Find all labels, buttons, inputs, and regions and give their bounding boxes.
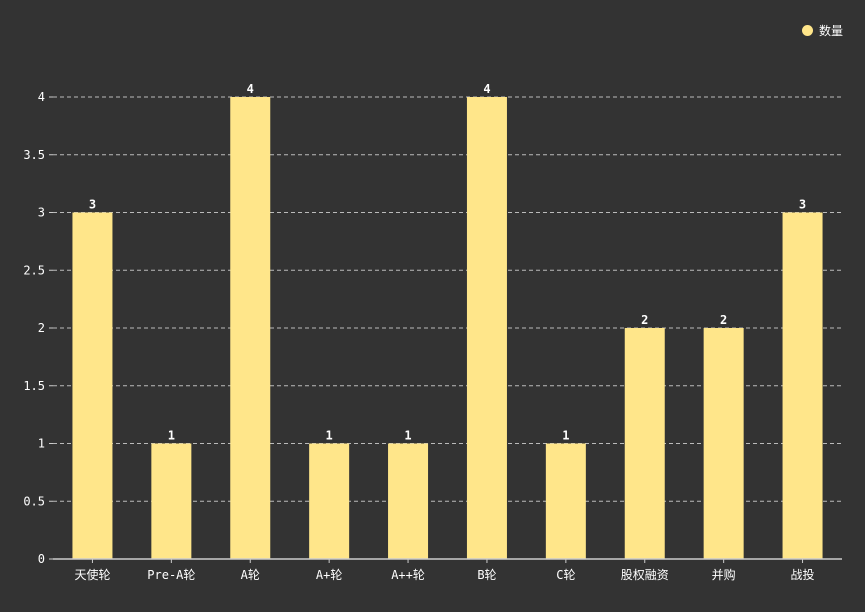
y-tick-label: 0.5	[23, 494, 45, 508]
x-tick-label: 天使轮	[74, 567, 110, 582]
y-tick-label: 1.5	[23, 379, 45, 393]
bar[interactable]	[624, 328, 665, 559]
bar-value-label: 2	[720, 313, 727, 327]
y-tick-label: 1	[38, 437, 45, 451]
x-tick-label: A++轮	[391, 568, 425, 582]
data-labels: 3 1 4 1 1 4 1 2 2 3	[89, 82, 806, 443]
bar-value-label: 1	[404, 429, 411, 443]
bar[interactable]	[782, 212, 823, 560]
y-tick-label: 0	[38, 552, 45, 566]
y-tick-label: 2.5	[23, 263, 45, 277]
bar-value-label: 1	[562, 429, 569, 443]
axes: 0 0.5 1 1.5 2 2.5 3 3.5 4 天使轮 Pre-A轮 A轮 A+轮 A++轮 B轮 C轮 股…	[23, 90, 842, 582]
bar[interactable]	[151, 443, 192, 560]
bar[interactable]	[309, 443, 350, 560]
x-tick-label: A+轮	[316, 568, 342, 582]
x-tick-label: 战投	[791, 567, 815, 582]
grid-lines	[53, 96, 842, 502]
legend-swatch-icon	[801, 25, 813, 36]
y-tick-label: 2	[38, 321, 45, 335]
bar-value-label: 1	[326, 429, 333, 443]
bar-value-label: 3	[799, 198, 806, 212]
x-tick-label: B轮	[477, 568, 496, 582]
x-tick-label: C轮	[556, 568, 575, 582]
legend-label: 数量	[818, 24, 843, 38]
legend[interactable]: 数量	[801, 22, 843, 39]
y-tick-label: 3.5	[23, 148, 45, 162]
x-tick-label: A轮	[241, 568, 260, 582]
bar[interactable]	[545, 443, 586, 560]
y-tick-label: 3	[38, 206, 45, 220]
y-tick-label: 4	[38, 90, 45, 104]
bar[interactable]	[466, 97, 507, 559]
bar-value-label: 1	[168, 429, 175, 443]
x-tick-label: 股权融资	[621, 568, 669, 582]
x-tick-label: 并购	[712, 567, 736, 582]
bar[interactable]	[703, 328, 744, 559]
bar[interactable]	[72, 212, 113, 560]
bar[interactable]	[388, 443, 429, 560]
x-tick-label: Pre-A轮	[147, 568, 195, 582]
bar-value-label: 4	[483, 82, 490, 96]
bar-value-label: 3	[89, 198, 96, 212]
bars	[72, 97, 823, 560]
bar[interactable]	[230, 97, 271, 559]
bar-value-label: 2	[641, 313, 648, 327]
bar-value-label: 4	[247, 82, 254, 96]
